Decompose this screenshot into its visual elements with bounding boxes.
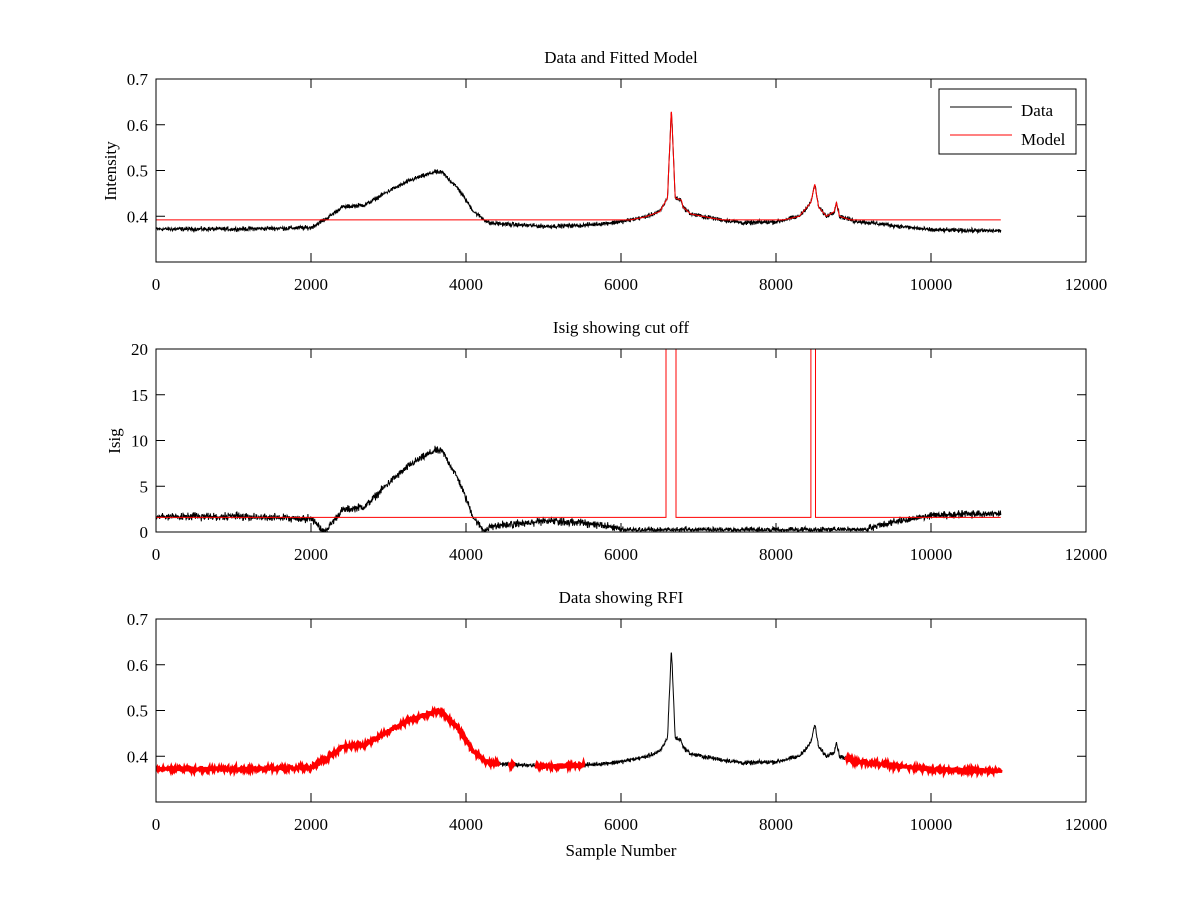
legend-label-data: Data (1021, 101, 1054, 120)
series-rfi-segment (844, 751, 1003, 779)
series-data-line (156, 112, 1002, 235)
y-tick-label: 0.5 (127, 702, 148, 721)
series-model-line (156, 111, 1001, 221)
title: Isig showing cut off (553, 318, 689, 337)
y-tick-label: 0.4 (127, 747, 149, 766)
plot-area (156, 652, 1003, 779)
x-tick-label: 2000 (294, 275, 328, 294)
y-tick-label: 5 (140, 477, 149, 496)
legend-label-model: Model (1021, 130, 1066, 149)
x-tick-label: 0 (152, 275, 161, 294)
x-tick-label: 12000 (1065, 275, 1108, 294)
legend: Data Model (938, 88, 1077, 155)
series-cutoff-line (156, 349, 1001, 518)
x-tick-label: 4000 (449, 545, 483, 564)
series-rfi-segment (507, 758, 516, 773)
series-data-line (156, 652, 1002, 775)
x-tick-label: 10000 (910, 275, 953, 294)
series-rfi-segment (534, 756, 586, 774)
axes-data-and-fitted-model: Data and Fitted Model Intensity 0 2000 400… (101, 48, 1107, 294)
x-tick-label: 4000 (449, 815, 483, 834)
y-tick-label: 20 (131, 340, 148, 359)
x-tick-label: 0 (152, 545, 161, 564)
y-tick-label: 0.6 (127, 116, 148, 135)
x-tick-label: 8000 (759, 815, 793, 834)
x-tick-label: 4000 (449, 275, 483, 294)
x-tick-label: 6000 (604, 275, 638, 294)
title: Data and Fitted Model (544, 48, 698, 67)
axes-data-showing-rfi: Data showing RFI Sample Number 0 2000 4000… (127, 588, 1108, 860)
x-tick-label: 8000 (759, 545, 793, 564)
plot-area (156, 349, 1002, 532)
y-tick-label: 0.6 (127, 656, 148, 675)
y-tick-label: 0.4 (127, 207, 149, 226)
series-rfi-segment (156, 705, 501, 778)
y-axis-label: Isig (105, 428, 124, 454)
plot-area (156, 111, 1002, 235)
x-tick-label: 0 (152, 815, 161, 834)
x-tick-label: 6000 (604, 815, 638, 834)
y-axis-label: Intensity (101, 141, 120, 201)
axes-frame (155, 348, 1087, 533)
x-tick-label: 8000 (759, 275, 793, 294)
axes-frame (155, 618, 1087, 803)
series-isig-line (156, 445, 1002, 532)
title: Data showing RFI (559, 588, 684, 607)
legend-box (938, 88, 1077, 155)
x-tick-label: 10000 (910, 815, 953, 834)
x-tick-label: 6000 (604, 545, 638, 564)
y-tick-label: 0 (140, 523, 149, 542)
y-tick-label: 0.7 (127, 610, 149, 629)
x-tick-label: 12000 (1065, 815, 1108, 834)
y-tick-label: 10 (131, 432, 148, 451)
x-axis-label: Sample Number (566, 841, 677, 860)
y-tick-label: 15 (131, 386, 148, 405)
y-tick-label: 0.7 (127, 70, 149, 89)
y-tick-label: 0.5 (127, 162, 148, 181)
x-tick-label: 10000 (910, 545, 953, 564)
x-tick-label: 2000 (294, 545, 328, 564)
axes-isig: Isig showing cut off Isig 0 2000 4000 6000 8… (105, 318, 1108, 564)
x-tick-label: 2000 (294, 815, 328, 834)
x-tick-label: 12000 (1065, 545, 1108, 564)
